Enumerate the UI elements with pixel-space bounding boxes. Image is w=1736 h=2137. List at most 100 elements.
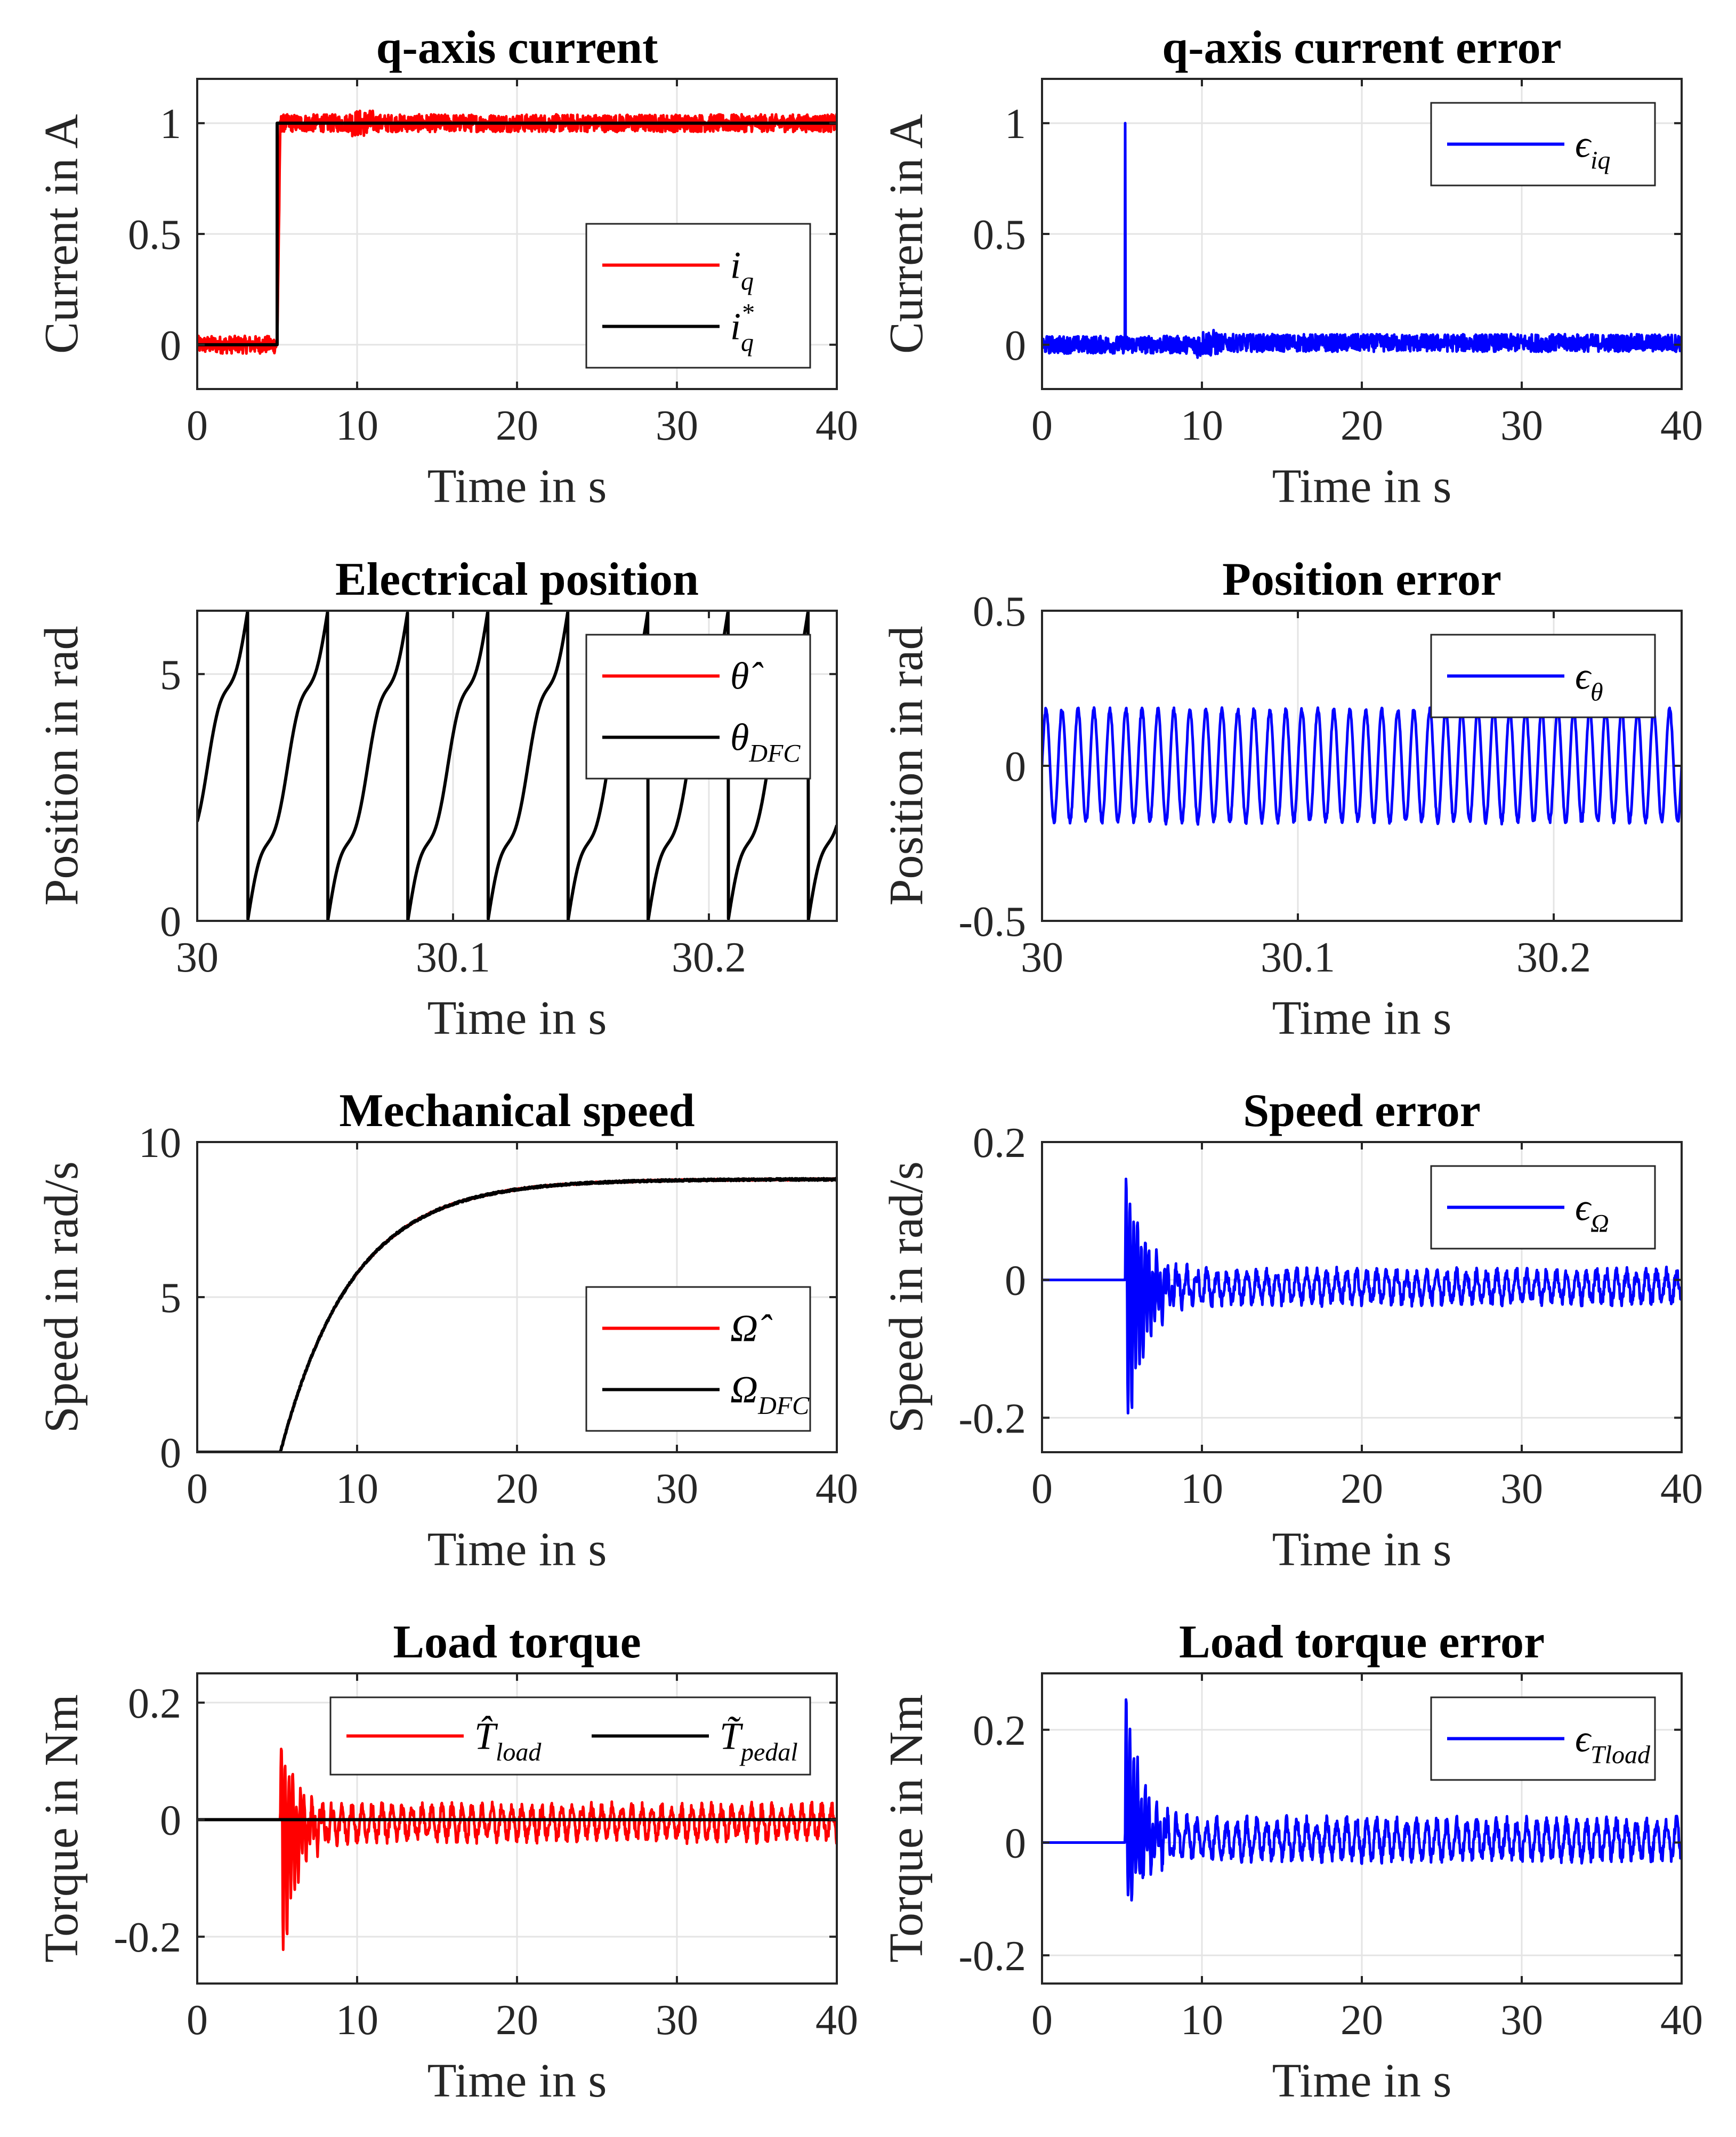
x-tick-label: 30 — [176, 934, 219, 981]
series-line-t-load-hat — [197, 1747, 837, 1952]
y-tick-label: 0 — [160, 322, 181, 369]
y-axis-label: Current in A — [880, 114, 933, 354]
series-line-epsilon-iq — [1042, 122, 1682, 359]
x-tick-label: 20 — [1341, 1997, 1383, 2044]
x-tick-label: 0 — [1031, 1466, 1053, 1512]
y-tick-label: 0 — [1005, 1258, 1026, 1305]
legend: ϵθ — [1430, 634, 1656, 718]
panel-theta_err: 30 30.1 30.2 -0.5 0 0.5 Position error Time in … — [880, 554, 1683, 1045]
legend: T̂load T̃pedal — [329, 1696, 811, 1776]
x-axis-label: Time in s — [427, 460, 607, 513]
legend-label-t-pedal-tilde: T̃pedal — [720, 1715, 798, 1767]
y-axis-label: Speed in rad/s — [880, 1161, 933, 1433]
x-axis-label: Time in s — [1272, 1523, 1452, 1576]
y-tick-label: 0.2 — [973, 1707, 1026, 1754]
x-tick-label: 20 — [1341, 402, 1383, 449]
axes-frame — [196, 610, 838, 922]
y-tick-label: 0.2 — [973, 1120, 1026, 1167]
x-axis-label: Time in s — [427, 2054, 607, 2107]
panel-iq: 0 10 20 30 40 0 0.5 1 q-axis current Time in s Cur… — [35, 22, 858, 513]
x-tick-label: 30.1 — [416, 934, 490, 981]
y-axis-label: Position in rad — [35, 626, 88, 905]
x-tick-label: 40 — [1660, 1466, 1703, 1512]
legend: ϵTload — [1430, 1696, 1656, 1781]
y-tick-label: 0.5 — [973, 588, 1026, 635]
legend-box — [585, 1286, 811, 1432]
chart-title: Position error — [1222, 554, 1501, 605]
legend-box — [585, 223, 811, 369]
legend-box — [585, 634, 811, 780]
chart-title: Load torque error — [1179, 1616, 1545, 1668]
y-tick-label: 1 — [160, 101, 181, 148]
chart-title: q-axis current — [376, 22, 658, 74]
panel-omega: 0 10 20 30 40 0 5 10 Mechanical speed Time in s Sp… — [35, 1085, 858, 1576]
x-tick-label: 10 — [1181, 1997, 1223, 2044]
x-tick-label: 0 — [187, 1997, 208, 2044]
x-tick-label: 30 — [656, 1466, 698, 1512]
y-axis-label: Position in rad — [880, 626, 933, 905]
x-tick-label: 40 — [1660, 1997, 1703, 2044]
y-tick-label: 0.2 — [128, 1680, 181, 1727]
x-tick-label: 20 — [1341, 1466, 1383, 1512]
y-tick-label: 0 — [160, 1798, 181, 1844]
y-axis-label: Torque in Nm — [35, 1694, 88, 1963]
x-tick-label: 0 — [187, 402, 208, 449]
x-axis-label: Time in s — [1272, 2054, 1452, 2107]
y-axis-label: Speed in rad/s — [35, 1161, 88, 1433]
y-tick-label: 0 — [1005, 322, 1026, 369]
y-tick-label: 0 — [160, 1430, 181, 1477]
y-tick-label: 10 — [139, 1120, 181, 1167]
x-tick-label: 30.2 — [1516, 934, 1591, 981]
series-line-epsilon-tload — [1042, 1698, 1682, 1902]
x-tick-label: 40 — [815, 1466, 858, 1512]
y-tick-label: -0.2 — [114, 1914, 181, 1961]
legend: ϵiq — [1430, 102, 1656, 187]
x-tick-label: 30 — [1500, 402, 1543, 449]
x-tick-label: 20 — [496, 402, 538, 449]
series-line-omega-dfc — [197, 1177, 837, 1452]
x-tick-label: 10 — [1181, 1466, 1223, 1512]
panel-iq_err: 0 10 20 30 40 0 0.5 1 q-axis current error Time i… — [880, 22, 1703, 513]
x-tick-label: 0 — [1031, 1997, 1053, 2044]
y-tick-label: 0 — [160, 898, 181, 945]
legend-label-i-q: i* q — [730, 299, 754, 357]
y-tick-label: 0 — [1005, 1820, 1026, 1867]
x-tick-label: 10 — [336, 1466, 378, 1512]
chart-title: Mechanical speed — [339, 1085, 695, 1137]
legend-label-omega-dfc: ΩDFC — [730, 1369, 810, 1420]
x-tick-label: 0 — [187, 1466, 208, 1512]
x-tick-label: 10 — [336, 1997, 378, 2044]
y-tick-label: -0.5 — [958, 898, 1026, 945]
series-line-i-q — [197, 122, 837, 346]
panel-theta: 30 30.1 30.2 0 5 Electrical position Time in s… — [35, 554, 838, 1045]
x-tick-label: 40 — [1660, 402, 1703, 449]
y-tick-label: 5 — [160, 652, 181, 699]
chart-title: q-axis current error — [1162, 22, 1561, 74]
chart-title: Speed error — [1243, 1085, 1481, 1137]
y-tick-label: 5 — [160, 1275, 181, 1322]
x-tick-label: 30 — [1021, 934, 1063, 981]
legend: Ω̂ΩDFC — [585, 1286, 811, 1432]
x-axis-label: Time in s — [1272, 992, 1452, 1045]
y-axis-label: Torque in Nm — [880, 1694, 933, 1963]
chart-title: Electrical position — [335, 554, 699, 605]
y-axis-label: Current in A — [35, 114, 88, 354]
x-tick-label: 20 — [496, 1466, 538, 1512]
y-tick-label: 1 — [1005, 101, 1026, 148]
x-tick-label: 30 — [1500, 1997, 1543, 2044]
legend: ϵΩ — [1430, 1165, 1656, 1250]
x-tick-label: 30 — [656, 1997, 698, 2044]
y-tick-label: 0.5 — [128, 212, 181, 258]
legend-label-i-q: iq — [730, 244, 754, 296]
series-line-epsilon-omega — [1042, 1177, 1682, 1415]
x-tick-label: 30.2 — [672, 934, 746, 981]
legend-label-epsilon-iq: ϵiq — [1575, 123, 1610, 175]
x-tick-label: 10 — [336, 402, 378, 449]
y-tick-label: 0 — [1005, 743, 1026, 790]
series-line-theta-dfc — [197, 611, 837, 921]
x-tick-label: 40 — [815, 1997, 858, 2044]
legend-label-t-load-hat: T̂load — [474, 1715, 542, 1767]
